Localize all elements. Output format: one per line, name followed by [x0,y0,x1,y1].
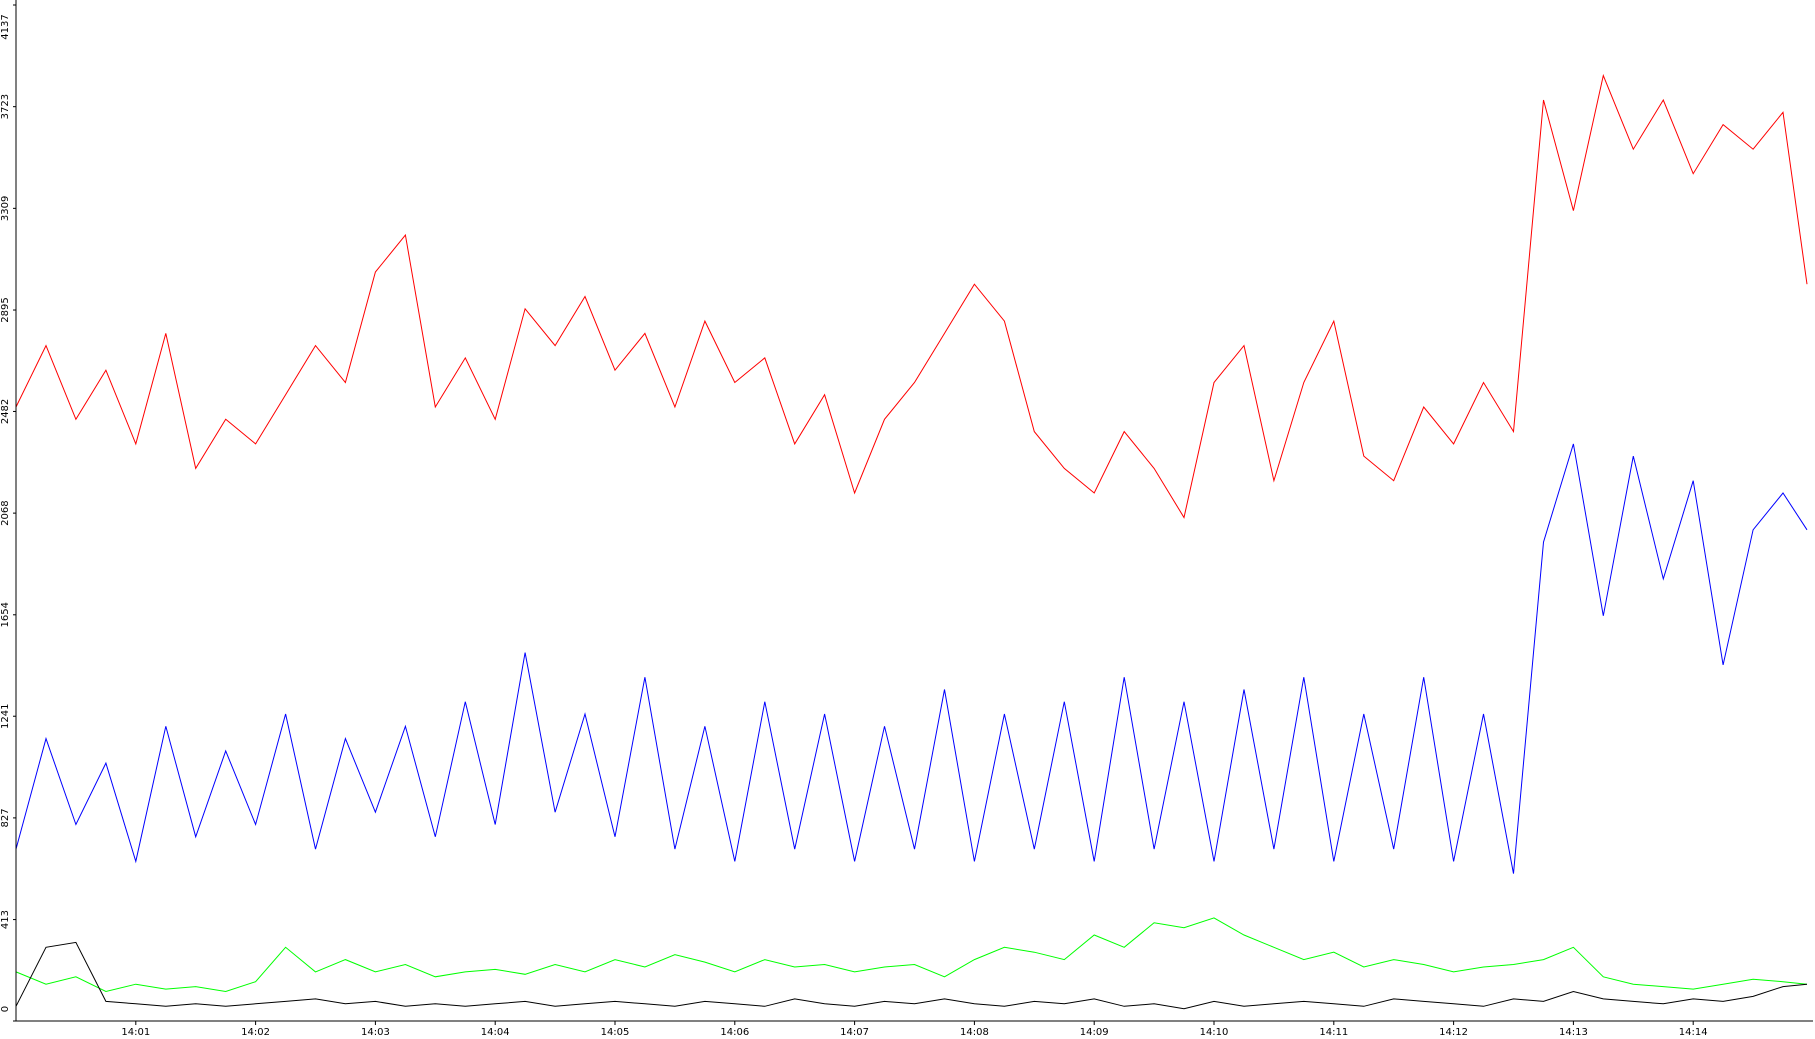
series-line [15,73,1808,519]
series-line [15,443,1808,874]
x-tick-label: 14:07 [840,1027,869,1038]
y-tick-label: 3723 [0,94,11,119]
y-tick-label: 2482 [0,399,11,424]
y-tick-label: 2068 [0,500,11,525]
x-tick-label: 14:10 [1200,1027,1229,1038]
y-tick-label: 3309 [0,196,11,221]
x-tick-label: 14:04 [481,1027,510,1038]
x-tick-label: 14:02 [241,1027,270,1038]
y-tick-label: 827 [0,808,11,827]
x-tick-label: 14:03 [361,1027,390,1038]
x-tick-label: 14:08 [960,1027,989,1038]
x-tick-label: 14:09 [1080,1027,1109,1038]
y-tick-label: 413 [0,910,11,929]
y-tick-label: 4137 [0,14,11,39]
x-tick-label: 14:14 [1679,1027,1708,1038]
x-tick-label: 14:05 [601,1027,630,1038]
x-tick-label: 14:13 [1559,1027,1588,1038]
x-tick-label: 14:11 [1319,1027,1348,1038]
y-tick-label: 0 [0,1006,11,1012]
x-tick-label: 14:06 [720,1027,749,1038]
y-tick-label: 2895 [0,297,11,322]
x-tick-label: 14:12 [1439,1027,1468,1038]
y-tick-label: 1654 [0,602,11,627]
x-tick-label: 14:01 [121,1027,150,1038]
series-line [15,941,1808,1010]
y-tick-label: 1241 [0,703,11,728]
series-line [15,917,1808,993]
